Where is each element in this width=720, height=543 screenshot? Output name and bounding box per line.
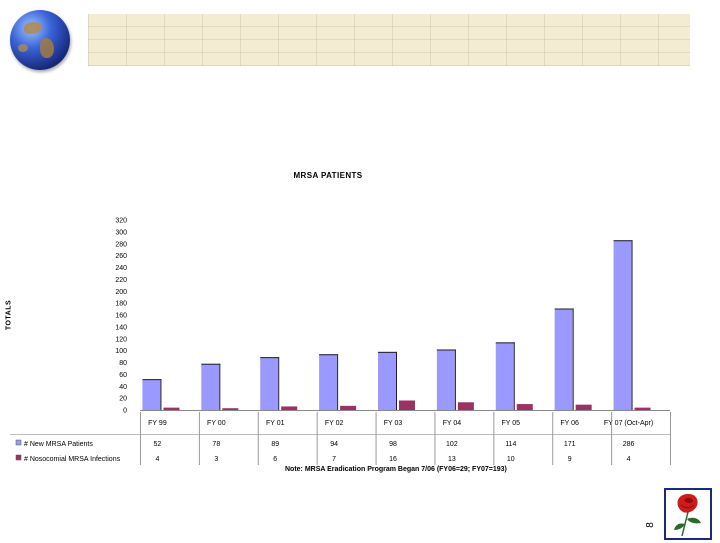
- y-tick-label: 320: [115, 218, 127, 225]
- y-tick-label: 300: [115, 229, 127, 236]
- table-cell-value: 52: [154, 441, 162, 448]
- bar-nosocomial-infections: [281, 406, 298, 410]
- y-tick-label: 140: [115, 324, 127, 331]
- globe-icon: [10, 10, 70, 70]
- table-cell-value: 98: [389, 441, 397, 448]
- world-map-banner: [88, 14, 690, 66]
- y-tick-label: 80: [119, 360, 127, 367]
- table-cell-value: 16: [389, 456, 397, 463]
- x-category-label: FY 06: [560, 420, 579, 427]
- table-cell-value: 171: [564, 441, 576, 448]
- bar-new-patients: [201, 363, 220, 410]
- table-cell-value: 6: [273, 456, 277, 463]
- x-category-label: FY 02: [325, 420, 344, 427]
- bar-nosocomial-infections: [340, 405, 357, 410]
- y-tick-label: 20: [119, 396, 127, 403]
- table-cell-value: 4: [155, 456, 159, 463]
- y-tick-label: 60: [119, 372, 127, 379]
- x-category-label: FY 07 (Oct-Apr): [604, 420, 653, 427]
- table-cell-value: 4: [627, 456, 631, 463]
- table-cell-value: 7: [332, 456, 336, 463]
- legend-label-nosocomial: # Nosocomial MRSA Infections: [24, 456, 121, 463]
- bar-new-patients: [495, 342, 514, 410]
- y-tick-label: 280: [115, 241, 127, 248]
- table-cell-value: 13: [448, 456, 456, 463]
- bar-new-patients: [142, 379, 161, 410]
- bar-new-patients: [613, 240, 632, 410]
- bar-nosocomial-infections: [399, 400, 415, 410]
- table-cell-value: 102: [446, 441, 458, 448]
- x-category-label: FY 99: [148, 420, 167, 427]
- chart-note: Note: MRSA Eradication Program Began 7/0…: [285, 466, 507, 473]
- bar-new-patients: [319, 354, 338, 410]
- rose-logo: [664, 488, 712, 540]
- y-tick-label: 180: [115, 301, 127, 308]
- bar-new-patients: [554, 308, 573, 410]
- y-tick-label: 40: [119, 384, 127, 391]
- bar-new-patients: [378, 351, 396, 410]
- y-tick-label: 200: [115, 289, 127, 296]
- y-tick-label: 160: [115, 313, 127, 320]
- table-cell-value: 10: [507, 456, 515, 463]
- y-tick-label: 0: [123, 408, 127, 415]
- table-cell-value: 94: [330, 441, 338, 448]
- bar-nosocomial-infections: [575, 404, 592, 410]
- y-tick-label: 240: [115, 265, 127, 272]
- table-cell-value: 89: [271, 441, 279, 448]
- x-category-label: FY 00: [207, 420, 226, 427]
- bar-nosocomial-infections: [457, 402, 474, 410]
- table-cell-value: 3: [214, 456, 218, 463]
- legend-swatch-nosocomial: [15, 454, 22, 461]
- y-tick-label: 100: [115, 348, 127, 355]
- page-number: 8: [645, 522, 656, 528]
- legend-swatch-new-patients: [15, 439, 22, 446]
- table-cell-value: 9: [568, 456, 572, 463]
- bar-nosocomial-infections: [163, 407, 180, 410]
- x-category-label: FY 03: [384, 420, 403, 427]
- bar-new-patients: [260, 357, 279, 410]
- table-cell-value: 78: [212, 441, 220, 448]
- bar-nosocomial-infections: [222, 408, 239, 410]
- x-category-label: FY 01: [266, 420, 285, 427]
- table-cell-value: 114: [505, 441, 516, 448]
- y-tick-label: 220: [115, 277, 127, 284]
- bar-nosocomial-infections: [634, 407, 651, 410]
- legend-label-new-patients: # New MRSA Patients: [24, 441, 93, 448]
- x-category-label: FY 04: [443, 420, 462, 427]
- y-tick-label: 120: [115, 336, 127, 343]
- bar-new-patients: [436, 349, 455, 410]
- y-tick-label: 260: [115, 253, 127, 260]
- x-category-label: FY 05: [501, 420, 520, 427]
- chart-title: MRSA PATIENTS: [293, 171, 363, 180]
- table-cell-value: 286: [623, 441, 635, 448]
- bar-nosocomial-infections: [516, 404, 533, 410]
